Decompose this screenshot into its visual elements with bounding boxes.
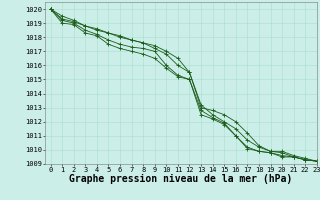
X-axis label: Graphe pression niveau de la mer (hPa): Graphe pression niveau de la mer (hPa) [69, 174, 292, 184]
